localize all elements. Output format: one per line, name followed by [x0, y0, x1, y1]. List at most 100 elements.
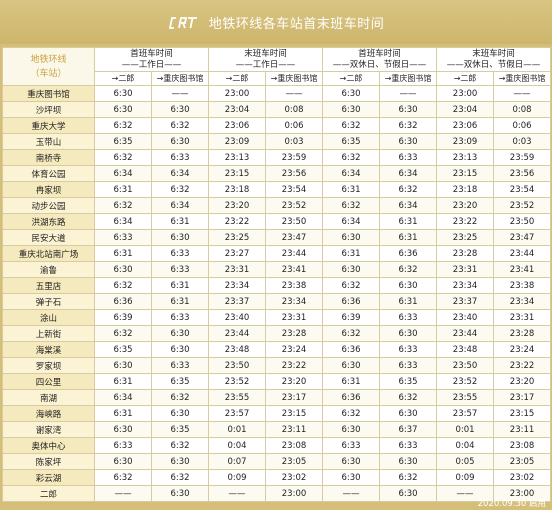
time-cell: 23:48: [208, 341, 267, 358]
time-cell: 6:30: [322, 229, 381, 246]
time-cell: 23:47: [493, 229, 552, 246]
time-cell: 23:52: [265, 197, 324, 214]
station-name: 涂山: [2, 309, 95, 326]
time-cell: 6:34: [94, 389, 152, 406]
time-cell: ——: [322, 485, 381, 502]
station-name: 体育公园: [2, 165, 95, 182]
time-cell: 23:09: [208, 133, 267, 150]
time-cell: 6:30: [94, 421, 152, 438]
time-cell: 6:32: [322, 277, 381, 294]
time-cell: 0:09: [208, 469, 267, 486]
time-cell: 23:31: [493, 309, 552, 326]
time-cell: 6:31: [94, 181, 152, 198]
time-cell: 6:32: [322, 197, 381, 214]
time-cell: 23:44: [265, 245, 324, 262]
table-row: 洪湖东路 6:34 6:31 23:22 23:50 6:34 6:31 23:22 23:50: [2, 213, 552, 230]
time-cell: 6:30: [150, 453, 210, 470]
time-cell: 6:30: [94, 101, 152, 118]
time-cell: 6:30: [150, 133, 210, 150]
time-cell: 6:30: [322, 85, 381, 102]
effective-date: 2020.09.30 启用: [477, 499, 546, 509]
station-name: 沙坪坝: [2, 101, 95, 118]
table-row: 重庆图书馆 6:30 —— 23:00 —— 6:30 —— 23:00 ——: [2, 85, 552, 102]
time-cell: 6:36: [322, 341, 381, 358]
time-cell: 6:30: [150, 341, 210, 358]
station-column-header: 地铁环线 （车站）: [2, 47, 95, 86]
time-cell: 23:31: [436, 261, 495, 278]
time-cell: 23:59: [265, 149, 324, 166]
time-cell: 6:30: [94, 453, 152, 470]
time-cell: 6:35: [94, 341, 152, 358]
time-cell: 6:35: [150, 421, 210, 438]
group-subtitle: ——工作日——: [121, 59, 182, 70]
time-cell: 6:35: [94, 133, 152, 150]
time-cell: 6:31: [322, 245, 381, 262]
time-cell: 23:47: [265, 229, 324, 246]
time-cell: 23:22: [436, 213, 495, 230]
time-cell: 6:31: [150, 293, 210, 310]
time-cell: 6:32: [94, 325, 152, 342]
station-name: 重庆大学: [2, 117, 95, 134]
time-cell: 23:25: [436, 229, 495, 246]
time-cell: ——: [265, 85, 324, 102]
time-cell: 23:37: [208, 293, 267, 310]
table-row: 重庆大学 6:32 6:32 23:06 0:06 6:32 6:32 23:06 0:06: [2, 117, 552, 134]
time-cell: 6:30: [94, 357, 152, 374]
time-cell: 0:01: [208, 421, 267, 438]
time-cell: 6:34: [150, 197, 210, 214]
time-cell: ——: [379, 85, 438, 102]
table-row: 弹子石 6:36 6:31 23:37 23:34 6:36 6:31 23:37 23:34: [2, 293, 552, 310]
table-row: 五里店 6:32 6:31 23:34 23:38 6:32 6:30 23:34 23:38: [2, 277, 552, 294]
time-cell: 6:33: [379, 309, 438, 326]
time-cell: 6:35: [379, 373, 438, 390]
table-row: 沙坪坝 6:30 6:30 23:04 0:08 6:30 6:30 23:04 0:08: [2, 101, 552, 118]
time-cell: 6:31: [150, 277, 210, 294]
time-cell: 23:50: [436, 357, 495, 374]
time-cell: 23:37: [436, 293, 495, 310]
time-cell: ——: [94, 485, 152, 502]
time-cell: 6:33: [94, 437, 152, 454]
time-cell: 23:15: [436, 165, 495, 182]
time-cell: 23:28: [493, 325, 552, 342]
time-cell: 23:54: [265, 181, 324, 198]
time-cell: 23:31: [265, 309, 324, 326]
time-cell: ——: [150, 85, 210, 102]
group-subtitle: ——工作日——: [235, 59, 296, 70]
time-cell: 23:22: [493, 357, 552, 374]
time-cell: 23:00: [208, 85, 267, 102]
time-cell: 6:36: [322, 389, 381, 406]
time-cell: 6:33: [379, 357, 438, 374]
time-cell: 6:39: [322, 309, 381, 326]
time-cell: 6:37: [379, 421, 438, 438]
time-cell: 23:52: [493, 197, 552, 214]
time-cell: 0:05: [436, 453, 495, 470]
time-cell: 23:15: [208, 165, 267, 182]
time-cell: 6:33: [150, 309, 210, 326]
time-cell: 6:34: [379, 165, 438, 182]
time-cell: 6:34: [94, 165, 152, 182]
time-cell: 6:30: [379, 133, 438, 150]
time-cell: 6:31: [94, 405, 152, 422]
time-cell: 23:20: [208, 197, 267, 214]
station-name: 重庆图书馆: [2, 85, 95, 102]
time-cell: 23:38: [265, 277, 324, 294]
time-cell: 0:03: [265, 133, 324, 150]
table-row: 奥体中心 6:33 6:32 0:04 23:08 6:33 6:33 0:04 23:08: [2, 437, 552, 454]
direction-header: →重庆图书馆: [265, 71, 324, 86]
time-cell: 23:57: [436, 405, 495, 422]
time-cell: 23:20: [436, 197, 495, 214]
time-cell: 23:40: [436, 309, 495, 326]
time-cell: 23:22: [265, 357, 324, 374]
direction-header: →重庆图书馆: [493, 71, 552, 86]
time-cell: 6:30: [379, 101, 438, 118]
time-cell: 6:32: [322, 149, 381, 166]
time-cell: 23:38: [493, 277, 552, 294]
station-name: 彩云湖: [2, 469, 95, 486]
station-name: 动步公园: [2, 197, 95, 214]
page-title: 地铁环线各车站首末班车时间: [208, 17, 385, 32]
time-cell: 6:33: [150, 245, 210, 262]
time-cell: 6:30: [379, 453, 438, 470]
station-name: 弹子石: [2, 293, 95, 310]
time-cell: 6:31: [379, 293, 438, 310]
time-cell: 23:28: [436, 245, 495, 262]
